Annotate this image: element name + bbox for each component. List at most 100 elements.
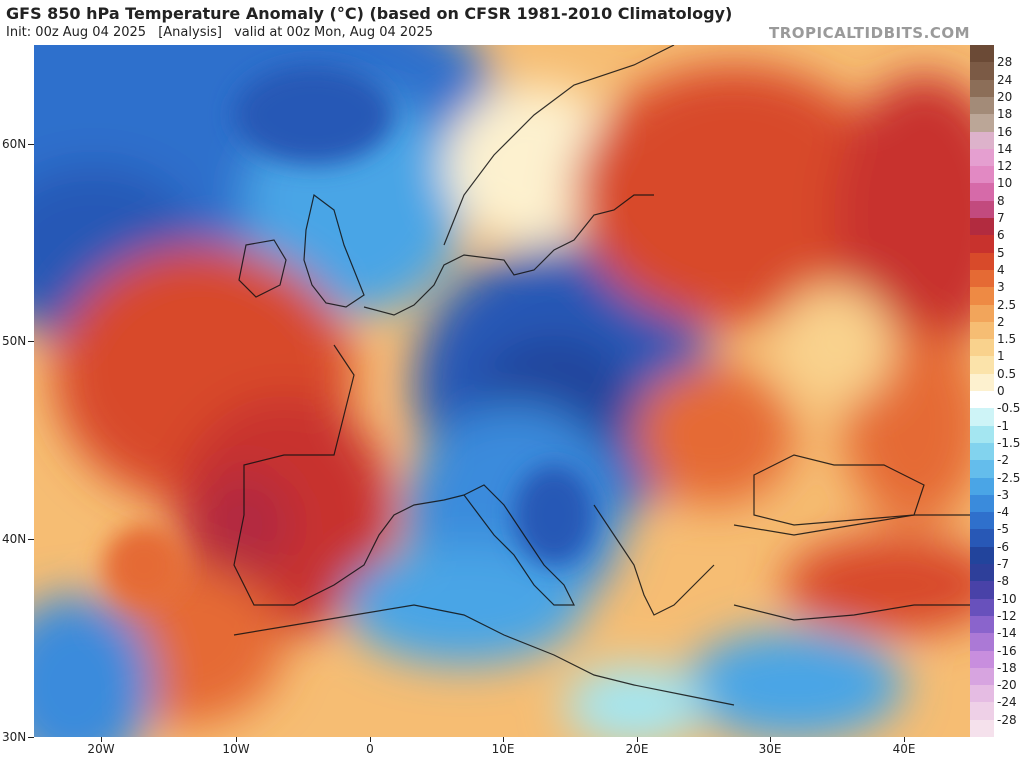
colorbar-cell	[970, 287, 994, 305]
lon-tick	[503, 737, 504, 742]
colorbar-cell	[970, 79, 994, 98]
colorbar-label: -3	[997, 487, 1009, 502]
colorbar-cell	[970, 408, 994, 427]
lon-label-20e: 20E	[625, 742, 649, 756]
colorbar-cell	[970, 391, 994, 409]
colorbar-cell	[970, 235, 994, 254]
colorbar-label: -24	[997, 695, 1017, 710]
colorbar-cell	[970, 218, 994, 236]
colorbar-cell	[970, 373, 994, 392]
lon-label-40e: 40E	[892, 742, 916, 756]
colorbar-cell	[970, 339, 994, 357]
colorbar-label: -5	[997, 522, 1009, 537]
colorbar-label: 12	[997, 159, 1013, 174]
colorbar-cell	[970, 546, 994, 565]
lat-tick	[28, 144, 34, 145]
lat-label-60n: 60N	[2, 137, 27, 151]
colorbar-label: -16	[997, 643, 1017, 658]
colorbar-label: -2	[997, 453, 1009, 468]
colorbar-cell	[970, 148, 994, 167]
colorbar-cell	[970, 45, 994, 63]
lon-tick	[637, 737, 638, 742]
colorbar-label: -10	[997, 591, 1017, 606]
lat-label-40n: 40N	[2, 532, 27, 546]
colorbar-label: -20	[997, 678, 1017, 693]
lat-label-50n: 50N	[2, 334, 27, 348]
anomaly-map-canvas	[34, 45, 970, 737]
colorbar-label: 1	[997, 349, 1005, 364]
colorbar-label: 0	[997, 384, 1005, 398]
colorbar-cell	[970, 719, 994, 738]
colorbar-cell	[970, 702, 994, 721]
colorbar-label: 3	[997, 280, 1005, 295]
colorbar-cell	[970, 598, 994, 617]
colorbar-label: 1.5	[997, 332, 1017, 347]
colorbar-label: 0.5	[997, 366, 1017, 381]
colorbar-label: -28	[997, 712, 1017, 727]
colorbar-cell	[970, 62, 994, 81]
colorbar-label: -4	[997, 505, 1009, 520]
colorbar-cell	[970, 460, 994, 478]
colorbar-label: -1	[997, 418, 1009, 433]
lon-label-0: 0	[366, 742, 374, 756]
colorbar-cell	[970, 96, 994, 115]
colorbar-label: -7	[997, 557, 1009, 571]
lon-tick	[770, 737, 771, 742]
colorbar	[970, 45, 994, 738]
colorbar-label: 2	[997, 314, 1005, 329]
lat-tick	[28, 539, 34, 540]
colorbar-label: -0.5	[997, 401, 1021, 416]
colorbar-cell	[970, 252, 994, 271]
lon-tick	[370, 737, 371, 742]
map-title: GFS 850 hPa Temperature Anomaly (°C) (ba…	[6, 4, 733, 23]
lat-tick	[28, 737, 34, 738]
lon-tick	[904, 737, 905, 742]
lon-label-20w: 20W	[87, 742, 115, 756]
colorbar-label: 8	[997, 193, 1005, 208]
colorbar-label: 6	[997, 228, 1005, 243]
analysis-tag: [Analysis]	[158, 25, 222, 40]
colorbar-cell	[970, 321, 994, 340]
colorbar-label: -18	[997, 660, 1017, 675]
colorbar-label: -14	[997, 626, 1017, 641]
run-info: Init: 00z Aug 04 2025 [Analysis] valid a…	[6, 25, 441, 40]
colorbar-label: 4	[997, 262, 1005, 277]
colorbar-label: -6	[997, 539, 1009, 554]
colorbar-cell	[970, 477, 994, 496]
colorbar-label: 18	[997, 107, 1013, 122]
colorbar-cell	[970, 667, 994, 686]
lat-tick	[28, 341, 34, 342]
colorbar-label: 2.5	[997, 297, 1017, 312]
colorbar-label: 16	[997, 124, 1013, 139]
colorbar-cell	[970, 512, 994, 530]
colorbar-cell	[970, 183, 994, 202]
colorbar-cell	[970, 356, 994, 375]
colorbar-cell	[970, 581, 994, 600]
colorbar-cell	[970, 304, 994, 323]
colorbar-cell	[970, 529, 994, 548]
colorbar-label: 5	[997, 245, 1005, 260]
lon-label-30e: 30E	[758, 742, 782, 756]
colorbar-cell	[970, 442, 994, 461]
lon-tick	[101, 737, 102, 742]
colorbar-cell	[970, 650, 994, 669]
colorbar-label: -8	[997, 574, 1009, 589]
colorbar-label: -1.5	[997, 435, 1021, 450]
site-watermark: TROPICALTIDBITS.COM	[769, 24, 970, 42]
lon-label-10w: 10W	[222, 742, 250, 756]
colorbar-cell	[970, 633, 994, 651]
lon-tick	[236, 737, 237, 742]
colorbar-cell	[970, 269, 994, 288]
colorbar-label: -12	[997, 608, 1017, 623]
colorbar-cell	[970, 615, 994, 634]
colorbar-cell	[970, 564, 994, 582]
colorbar-label: 10	[997, 176, 1013, 191]
colorbar-label: 28	[997, 55, 1013, 70]
colorbar-cell	[970, 494, 994, 513]
colorbar-cell	[970, 685, 994, 703]
colorbar-cell	[970, 131, 994, 150]
anomaly-map	[34, 45, 970, 737]
colorbar-label: -2.5	[997, 470, 1021, 485]
colorbar-cell	[970, 200, 994, 219]
colorbar-label: 14	[997, 141, 1013, 156]
